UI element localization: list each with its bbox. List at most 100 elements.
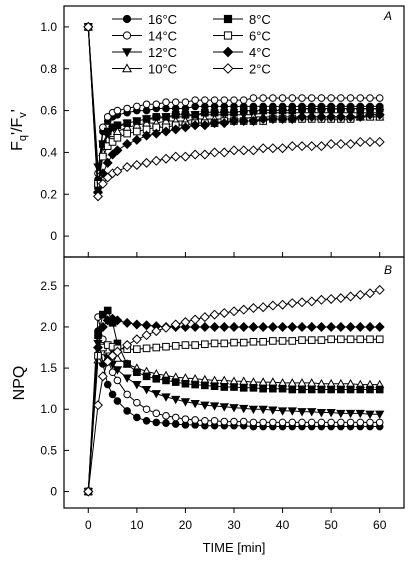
legend-item: 6°C xyxy=(213,29,271,44)
legend-label: 2°C xyxy=(249,62,271,77)
legend-label: 10°C xyxy=(148,62,177,77)
data-point xyxy=(83,21,94,32)
data-point xyxy=(229,116,239,127)
data-point xyxy=(259,418,267,427)
data-point xyxy=(191,380,199,389)
data-point xyxy=(238,304,249,315)
data-point xyxy=(97,178,108,189)
data-point xyxy=(374,321,385,332)
data-point xyxy=(142,115,151,123)
data-point xyxy=(171,413,180,422)
data-point xyxy=(287,321,298,332)
data-point xyxy=(131,159,142,170)
data-point xyxy=(103,127,112,136)
data-point xyxy=(306,321,317,332)
data-point xyxy=(355,136,366,147)
data-point xyxy=(181,415,190,423)
data-point xyxy=(220,96,229,104)
data-point xyxy=(287,407,297,416)
data-point xyxy=(220,102,229,111)
data-point xyxy=(317,94,326,102)
legend-label: 6°C xyxy=(249,29,271,44)
legend-marker xyxy=(122,14,132,24)
data-point xyxy=(365,321,375,332)
data-point xyxy=(171,98,180,107)
legend-marker xyxy=(122,31,132,40)
data-point xyxy=(337,418,345,427)
data-point xyxy=(108,368,117,377)
data-point xyxy=(99,152,107,161)
data-point xyxy=(365,410,375,420)
data-point xyxy=(277,321,288,332)
data-point xyxy=(316,111,327,122)
data-point xyxy=(337,104,345,113)
data-point xyxy=(365,109,375,120)
data-point xyxy=(258,405,268,415)
data-point xyxy=(327,335,335,344)
data-point xyxy=(171,395,181,405)
series-2c xyxy=(83,21,385,202)
data-point xyxy=(141,330,152,341)
data-point xyxy=(374,284,385,295)
data-point xyxy=(161,322,171,333)
data-point xyxy=(171,420,180,428)
x-tick-label: 20 xyxy=(179,518,193,532)
panel-b-letter: B xyxy=(384,263,392,277)
data-point xyxy=(345,111,356,122)
x-axis-ticks: 0 10 20 30 40 50 60 xyxy=(85,252,387,532)
data-point xyxy=(356,385,365,394)
data-point xyxy=(171,342,180,350)
data-point xyxy=(201,381,209,390)
data-point xyxy=(375,410,385,420)
series-4c xyxy=(83,21,385,198)
data-point xyxy=(316,141,327,152)
data-point xyxy=(249,106,258,115)
data-point xyxy=(112,166,123,177)
data-point xyxy=(209,147,220,158)
data-point xyxy=(123,104,131,113)
data-point xyxy=(219,321,230,332)
data-point xyxy=(307,94,316,102)
data-point xyxy=(170,124,181,135)
data-point xyxy=(288,94,297,102)
x-tick-label: 10 xyxy=(130,518,144,532)
data-point xyxy=(102,157,113,168)
data-point xyxy=(97,321,108,332)
data-point xyxy=(317,418,326,427)
data-point xyxy=(345,321,356,332)
data-point xyxy=(326,139,337,150)
data-point xyxy=(122,340,133,351)
data-point xyxy=(345,409,356,419)
data-point xyxy=(248,405,259,415)
y-tick-label: 0.5 xyxy=(40,443,57,457)
data-point xyxy=(209,309,220,320)
data-point xyxy=(267,143,278,154)
data-point xyxy=(162,419,170,428)
data-point xyxy=(201,96,209,104)
data-point xyxy=(122,139,133,150)
data-point xyxy=(297,111,307,122)
data-point xyxy=(356,335,365,344)
ylabel-a-sub-v: v xyxy=(17,112,29,118)
panel-b-y-ticks: 0 0.5 1.0 1.5 2.0 2.5 xyxy=(40,279,69,499)
data-point xyxy=(298,94,306,102)
data-point xyxy=(199,149,210,160)
data-point xyxy=(307,385,316,394)
data-point xyxy=(219,307,230,318)
data-point xyxy=(199,321,210,332)
data-point xyxy=(287,298,298,309)
y-tick-label: 0.6 xyxy=(40,104,57,118)
y-tick-label: 2.0 xyxy=(40,320,57,334)
legend-marker xyxy=(122,48,132,58)
data-point xyxy=(345,291,356,302)
legend-marker xyxy=(222,46,234,58)
data-point xyxy=(112,315,123,326)
data-point xyxy=(220,417,229,426)
data-point xyxy=(375,418,384,427)
data-point xyxy=(278,106,287,115)
data-point xyxy=(162,113,170,121)
data-point xyxy=(103,380,112,389)
data-point xyxy=(337,94,345,102)
data-point xyxy=(201,108,209,117)
data-point xyxy=(345,139,356,150)
